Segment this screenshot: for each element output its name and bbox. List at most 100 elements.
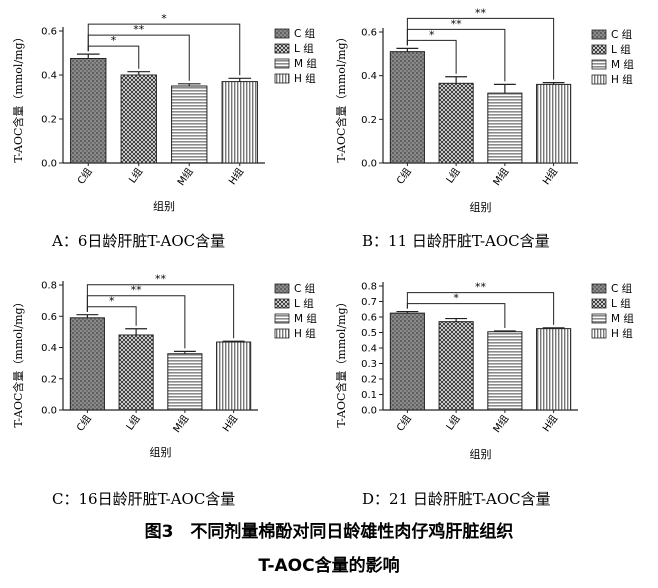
panel-c-x-tick-label: L组 (123, 412, 143, 432)
panel-b-legend-swatch-h (591, 74, 607, 85)
panel-c-legend-label-m: M 组 (294, 312, 317, 325)
panel-d-y-tick-label: 0.2 (361, 375, 377, 386)
panel-a-bar-l (120, 74, 157, 164)
panel-d-significance-label: * (453, 292, 459, 305)
panel-c-significance-bracket (86, 284, 235, 339)
panel-b-caption: B：11 日龄肝脏T-AOC含量 (362, 232, 550, 250)
panel-d-y-tick-label: 0.6 (361, 313, 377, 324)
panel-c-significance-label: ** (155, 273, 167, 286)
panel-d-legend-swatch-l (591, 298, 607, 309)
panel-b-y-tick-label: 0.2 (361, 115, 377, 126)
panel-d-legend-swatch-c (591, 283, 607, 294)
panel-c-significance-label: * (109, 295, 115, 308)
panel-d-significance-bracket (406, 292, 555, 325)
panel-b-legend-label-l: L 组 (611, 43, 631, 56)
panel-d-legend-label-c: C 组 (611, 282, 633, 295)
panel-b-legend-swatch-l (591, 44, 607, 55)
panel-a-x-axis-label: 组别 (153, 199, 175, 213)
panel-b-x-tick-label: M组 (490, 165, 511, 188)
panel-b-legend-label-c: C 组 (611, 28, 633, 41)
panel-d-x-tick-label: C组 (393, 412, 413, 433)
panel-d-y-tick-label: 0.3 (361, 359, 377, 370)
panel-c-legend-label-l: L 组 (294, 297, 314, 310)
panel-c-y-tick-label: 0.4 (41, 343, 57, 354)
panel-c-y-tick-label: 0.8 (41, 281, 57, 292)
panel-d-significance-label: ** (475, 281, 487, 294)
panel-d-legend-swatch-m (591, 313, 607, 324)
panel-b-bar-h (536, 83, 572, 164)
panel-d-x-tick-label: H组 (539, 412, 560, 434)
panel-a-legend-label-c: C 组 (294, 27, 316, 40)
panel-a-y-axis-label: T-AOC含量（mmol/mg） (11, 31, 25, 162)
panel-b-bar-m (487, 92, 523, 164)
panel-c-x-axis-label: 组别 (150, 445, 172, 459)
panel-c-bar-l (118, 334, 154, 411)
panel-d-bar-l (438, 321, 474, 411)
panel-b-x-tick-label: H组 (539, 165, 560, 187)
panel-b-bar-l (438, 82, 474, 164)
panel-c-x-tick-label: M组 (170, 412, 191, 435)
panel-d-bar-c (389, 312, 425, 411)
panel-c-significance-label: ** (131, 284, 143, 297)
panel-b-bar-c (389, 51, 425, 164)
panel-c-legend-swatch-c (274, 283, 290, 294)
panel-d-legend-swatch-h (591, 328, 607, 339)
panel-a-x-tick-label: M组 (174, 165, 195, 188)
panel-a-legend-swatch-c (274, 28, 290, 39)
panel-c-y-tick-label: 0.0 (41, 406, 57, 417)
panel-d-x-tick-label: L组 (443, 412, 463, 432)
panel-c-y-axis-label: T-AOC含量（mmol/mg） (11, 296, 25, 427)
panel-a-legend-label-h: H 组 (294, 72, 316, 85)
panel-d-y-tick-label: 0.7 (361, 297, 377, 308)
panel-c-x-tick-label: H组 (219, 412, 240, 434)
panel-c-bar-m (167, 353, 203, 411)
panel-a-significance-bracket (87, 23, 241, 76)
panel-b-y-tick-label: 0.0 (361, 159, 377, 170)
panel-d-y-tick-label: 0.0 (361, 406, 377, 417)
panel-c-y-tick-label: 0.2 (41, 374, 57, 385)
panel-c-legend-swatch-l (274, 298, 290, 309)
panel-a-y-tick-label: 0.4 (41, 71, 57, 82)
panel-a-legend-swatch-h (274, 73, 290, 84)
panel-d-y-tick-label: 0.4 (361, 344, 377, 355)
panel-b-legend-swatch-m (591, 59, 607, 70)
panel-d-x-tick-label: M组 (490, 412, 511, 435)
panel-b-x-tick-label: L组 (443, 165, 463, 185)
panel-c-caption: C：16日龄肝脏T-AOC含量 (52, 490, 235, 508)
panel-b-significance-bracket (406, 17, 555, 80)
panel-a-bar-m (171, 85, 208, 164)
panel-a-y-tick-label: 0.0 (41, 159, 57, 170)
panel-d-bar-h (536, 328, 572, 411)
panel-a-bar-c (70, 58, 107, 164)
panel-c-bar-h (216, 341, 252, 411)
panel-a-y-tick-label: 0.2 (41, 115, 57, 126)
panel-d-legend-label-m: M 组 (611, 312, 634, 325)
panel-a-chart: 0.00.20.40.6C组 L组 M组 H组****T-AOC含量（mmol/mg）… (11, 12, 317, 213)
panel-d-legend-label-l: L 组 (611, 297, 631, 310)
panel-b-significance-label: ** (475, 6, 487, 19)
panel-c-legend-swatch-m (274, 313, 290, 324)
panel-a-legend-swatch-m (274, 58, 290, 69)
panel-d-caption: D：21 日龄肝脏T-AOC含量 (362, 490, 551, 508)
figure-caption-line1: 图3 不同剂量棉酚对同日龄雄性肉仔鸡肝脏组织 (145, 521, 514, 542)
panel-a-x-tick-label: L组 (126, 165, 146, 185)
panel-b-legend-swatch-c (591, 29, 607, 40)
panel-b-significance-label: * (429, 28, 435, 41)
panel-d-y-axis-label: T-AOC含量（mmol/mg） (334, 296, 348, 427)
panel-d-x-axis-label: 组别 (470, 447, 492, 461)
panel-c-legend-label-h: H 组 (294, 327, 316, 340)
panel-b-y-tick-label: 0.6 (361, 28, 377, 39)
panel-b-y-tick-label: 0.4 (361, 71, 377, 82)
panel-a-legend-swatch-l (274, 43, 290, 54)
panel-d-chart: 0.00.10.20.30.40.50.60.70.8C组 L组 M组 H组***T-… (334, 281, 634, 461)
panel-a-bar-h (221, 81, 258, 164)
panel-a-x-tick-label: H组 (226, 165, 247, 187)
panel-c-x-tick-label: C组 (73, 412, 93, 433)
panel-d-y-tick-label: 0.8 (361, 282, 377, 293)
panel-d-legend-label-h: H 组 (611, 327, 633, 340)
panel-b-significance-label: ** (451, 17, 463, 30)
panel-c-chart: 0.00.20.40.60.8C组 L组 M组 H组*****T-AOC含量（mmol… (11, 273, 317, 459)
panel-a-significance-label: * (161, 12, 167, 25)
panel-a-significance-label: * (111, 34, 117, 47)
